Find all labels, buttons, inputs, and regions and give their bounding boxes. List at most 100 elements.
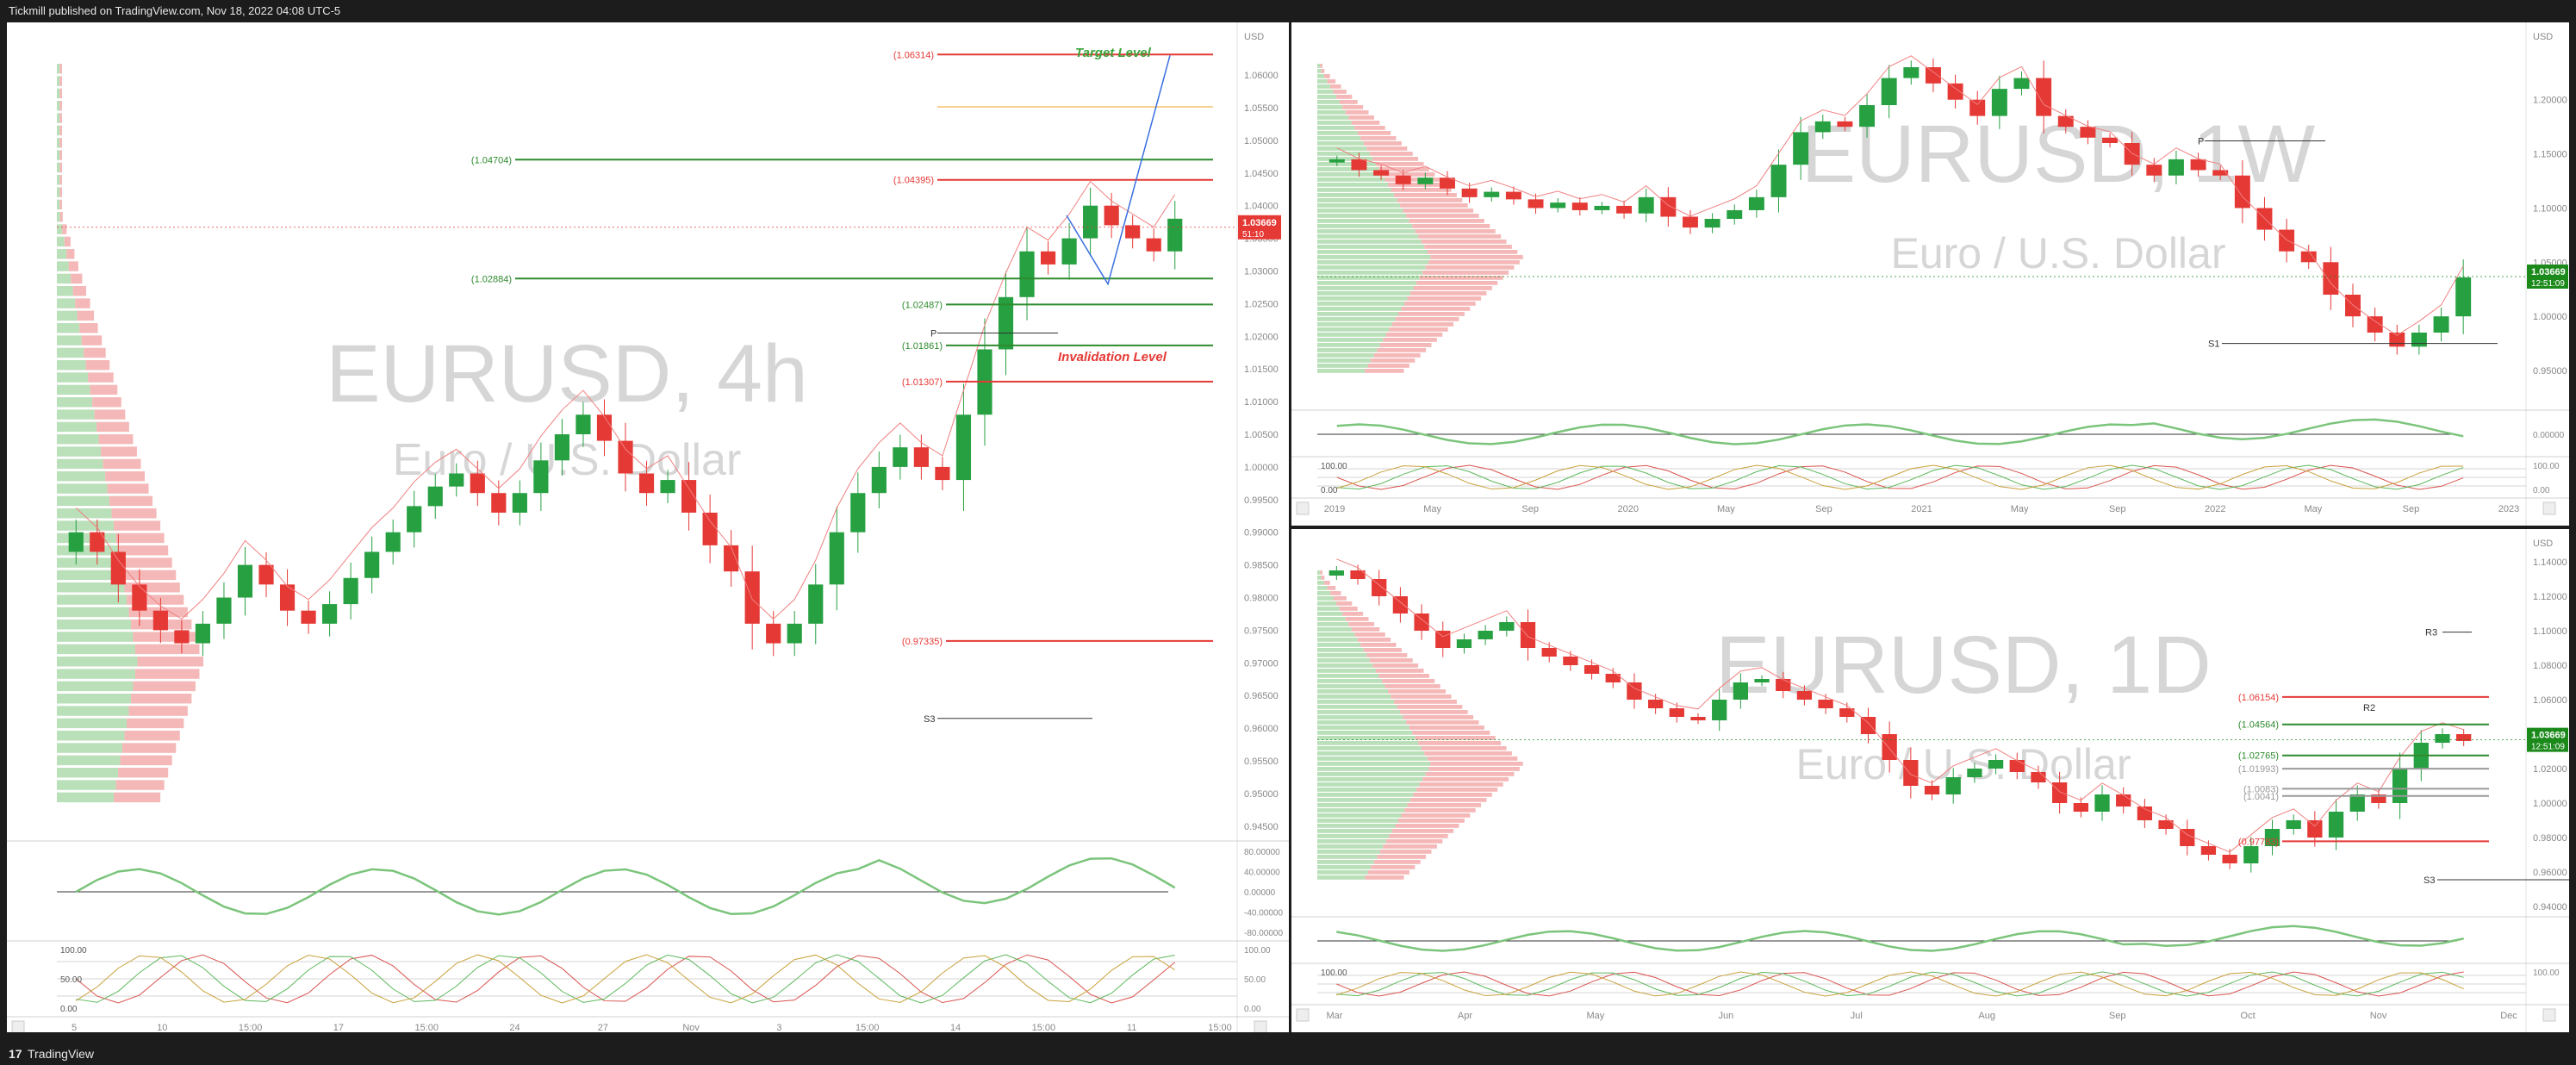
volume-profile-bar (1317, 136, 1361, 140)
volume-profile-bar (57, 694, 132, 704)
chart-panel-1d[interactable]: EURUSD, 1D Euro / U.S. Dollar USD 1.14000 1.… (1291, 529, 2569, 1032)
price-tick-label: 1.00000 (2533, 312, 2567, 322)
volume-profile-bar (57, 384, 90, 395)
stochastic-left-label: 0.00 (60, 1005, 78, 1014)
candle (2328, 812, 2344, 838)
volume-profile-bar (57, 632, 134, 642)
candle (2456, 734, 2472, 741)
candle (2180, 829, 2195, 846)
volume-profile-bar (57, 286, 73, 296)
volume-profile-bar (57, 347, 84, 358)
time-tick-label: 2022 (2205, 504, 2225, 514)
volume-profile-bar (1317, 183, 1389, 187)
candle (1945, 777, 1961, 794)
volume-profile-bar (1317, 214, 1407, 218)
time-tick-label: 15:00 (856, 1023, 880, 1032)
price-tick-label: 1.04000 (1244, 202, 1279, 212)
volume-profile-bar (57, 743, 123, 753)
candle (1903, 760, 1919, 786)
volume-profile-bar (1317, 162, 1376, 166)
volume-profile-bar (1397, 705, 1463, 709)
price-tick-label: 1.12000 (2533, 592, 2567, 602)
candle (1818, 700, 1833, 708)
volume-profile-bar (57, 360, 86, 371)
volume-profile-bar (1317, 307, 1402, 311)
volume-profile-bar (1317, 839, 1386, 844)
volume-profile-bar (1317, 167, 1379, 171)
volume-profile-bar (1384, 684, 1440, 688)
volume-profile-bar (1401, 307, 1471, 311)
price-level-label: (1.02765) (2238, 751, 2279, 762)
volume-profile-bar (1317, 188, 1391, 192)
volume-profile-bar (57, 224, 63, 234)
stochastic-line (1336, 464, 2464, 490)
volume-profile-bar (1403, 715, 1474, 719)
volume-profile-bar (1317, 281, 1417, 285)
stochastic-line (75, 954, 1176, 1004)
volume-profile-bar (1351, 627, 1380, 632)
candle (1484, 191, 1500, 197)
candle (2371, 794, 2386, 803)
volume-profile-bar (1317, 209, 1403, 213)
volume-profile-bar (1317, 850, 1380, 854)
stochastic-tick-label: 100.00 (2533, 462, 2560, 471)
volume-profile-bar (1317, 229, 1416, 234)
stochastic-tick-label: 50.00 (1244, 975, 1266, 985)
volume-profile-bar (1317, 178, 1385, 182)
volume-profile-bar (1339, 100, 1358, 104)
volume-profile-bar (57, 570, 123, 581)
volume-profile-bar (107, 483, 149, 494)
volume-profile-bar (1404, 302, 1476, 306)
volume-profile-bar (118, 545, 169, 556)
volume-profile-bar (59, 138, 62, 148)
volume-profile-bar (1366, 146, 1408, 151)
volume-profile-bar (1317, 317, 1396, 321)
volume-profile-bar (1415, 229, 1496, 234)
candle (1019, 251, 1035, 297)
candle (1541, 648, 1557, 657)
volume-profile-bar (1397, 312, 1465, 316)
candle (1520, 622, 1536, 648)
volume-profile-bar (57, 557, 121, 568)
price-level-label: (1.06154) (2238, 693, 2279, 703)
volume-profile-bar (1388, 689, 1447, 694)
candle (998, 296, 1014, 350)
volume-profile-bar (1401, 813, 1471, 818)
bar-countdown: 12:51:09 (2531, 279, 2565, 289)
volume-profile-bar (1357, 131, 1391, 135)
volume-profile-bar (1317, 121, 1352, 125)
time-tick-label: Sep (1815, 504, 1832, 514)
volume-profile-bar (1400, 203, 1468, 208)
candle (1733, 682, 1749, 700)
candle (2300, 251, 2317, 263)
stochastic-tick-label: 100.00 (2533, 968, 2560, 978)
volume-profile-bar (1317, 64, 1321, 68)
price-tick-label: 1.02000 (1244, 332, 1279, 342)
volume-profile-bar (1379, 343, 1432, 347)
candle (258, 564, 274, 585)
price-tick-label: 0.98500 (1244, 561, 1279, 571)
volume-profile-bar (127, 718, 184, 729)
volume-profile-bar (57, 657, 138, 667)
volume-profile-bar (94, 409, 126, 420)
volume-profile-bar (122, 743, 177, 753)
stochastic-tick-label: 100.00 (1244, 946, 1271, 956)
volume-profile-bar (124, 731, 180, 741)
candle (2286, 820, 2301, 829)
last-price-value: 1.03669 (1242, 218, 1277, 228)
volume-profile-bar (57, 755, 121, 766)
volume-profile-bar (1317, 79, 1328, 84)
volume-profile-bar (1317, 338, 1384, 342)
stochastic-line (76, 954, 1175, 1004)
volume-profile-bar (57, 421, 97, 433)
candle (724, 545, 739, 572)
candle (1859, 105, 1876, 128)
price-level-label: (1.04704) (471, 155, 512, 165)
volume-profile-bar (1365, 875, 1404, 880)
chart-1d-svg[interactable]: EURUSD, 1D Euro / U.S. Dollar USD 1.14000 1.… (1291, 529, 2569, 1032)
volume-profile-bar (1367, 870, 1409, 875)
chart-panel-1w[interactable]: EURUSD, 1W Euro / U.S. Dollar USD 1.20000 1.… (1291, 22, 2569, 526)
